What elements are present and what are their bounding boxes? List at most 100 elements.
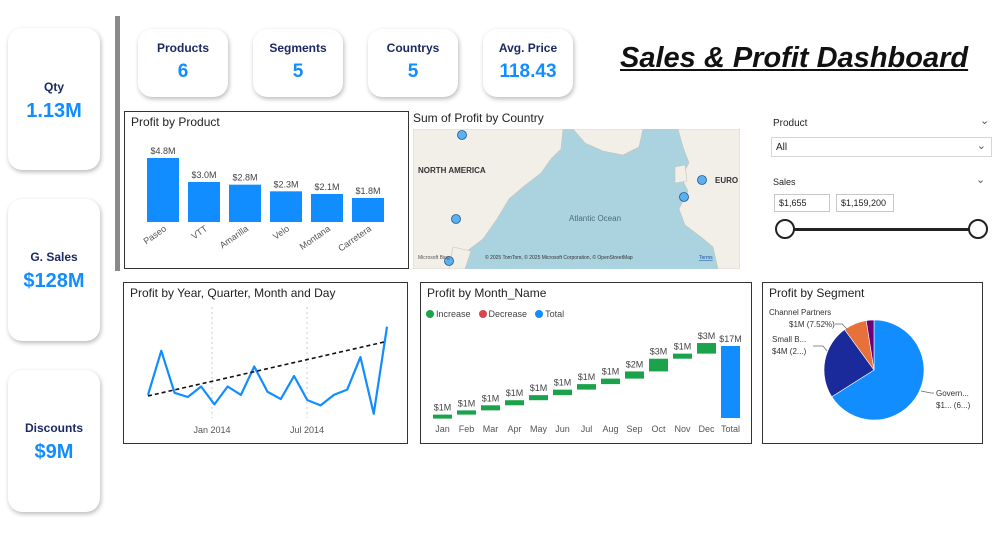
legend-item-decrease[interactable]: Decrease — [478, 309, 528, 319]
segment-label-channel-partners-value: $1M (7.52%) — [789, 320, 835, 329]
map-bubble-mexico[interactable] — [444, 256, 454, 266]
waterfall-bar-label: $1M — [530, 383, 548, 393]
profit-by-segment-panel[interactable]: Profit by Segment Channel Partners $1M (7… — [762, 282, 983, 444]
segment-slice — [823, 329, 875, 398]
segment-label-government-value: $1... (6...) — [936, 401, 971, 410]
product-slicer-dropdown[interactable]: All ⌄ — [771, 137, 992, 157]
legend-item-increase[interactable]: Increase — [426, 309, 471, 319]
profit-by-segment-chart[interactable]: Channel Partners $1M (7.52%) Small B... $4M… — [763, 283, 982, 443]
sales-range-handle-min[interactable] — [775, 219, 795, 239]
gross-sales-label: G. Sales — [30, 250, 78, 264]
product-axis-label: Amarilla — [218, 223, 250, 250]
qty-label: Qty — [43, 80, 64, 94]
products-value: 6 — [177, 61, 189, 82]
segment-label-small-business-value: $4M (2...) — [772, 347, 807, 356]
avg-price-value: 118.43 — [499, 61, 557, 82]
product-slicer-collapse-icon[interactable]: ⌄ — [980, 115, 990, 127]
product-bar — [147, 158, 179, 222]
map-bubble-canada[interactable] — [457, 130, 467, 140]
product-bar-label: $2.8M — [232, 173, 257, 183]
legend-label-total: Total — [545, 309, 565, 319]
x-tick-label: Jan 2014 — [193, 425, 230, 435]
waterfall-axis-label: Sep — [626, 424, 642, 434]
north-america-land — [413, 129, 564, 269]
product-axis-label: Carretera — [336, 223, 373, 253]
product-bar-label: $2.1M — [314, 182, 339, 192]
waterfall-bar-label: $1M — [578, 372, 596, 382]
map-attribution: © 2025 TomTom, © 2025 Microsoft Corporat… — [485, 254, 633, 261]
profit-by-segment-title: Profit by Segment — [769, 286, 865, 300]
sales-max-input[interactable]: $1,159,200 — [836, 194, 894, 212]
waterfall-axis-label: Apr — [507, 424, 521, 434]
products-card: Products 6 — [138, 29, 228, 97]
segment-slice — [865, 319, 875, 371]
profit-by-product-title: Profit by Product — [131, 115, 220, 129]
chevron-down-icon: ⌄ — [976, 140, 986, 152]
waterfall-increase-bar — [505, 400, 524, 406]
waterfall-increase-bar — [649, 358, 668, 372]
profit-by-date-title: Profit by Year, Quarter, Month and Day — [130, 286, 336, 300]
segment-leader-line — [835, 323, 848, 330]
legend-label-decrease: Decrease — [488, 309, 528, 319]
profit-by-product-panel[interactable]: Profit by Product $4.8M Paseo $3.0M VTT $2.8… — [124, 111, 409, 269]
sales-min-input[interactable]: $1,655 — [774, 194, 830, 212]
sales-range-handle-max[interactable] — [968, 219, 988, 239]
avg-price-label: Avg. Price — [498, 41, 558, 55]
product-slicer-value: All — [776, 142, 788, 153]
waterfall-bar-label: $2M — [626, 359, 644, 369]
profit-by-date-chart[interactable]: Jan 2014 Jul 2014 — [124, 283, 407, 443]
map-bubble-germany[interactable] — [697, 175, 707, 185]
products-label: Products — [156, 41, 209, 55]
profit-by-month-chart[interactable]: $1M Jan $1M Feb $1M Mar $1M Apr $1M May $1M Jun $1M J… — [421, 283, 751, 443]
product-bar-label: $3.0M — [191, 170, 216, 180]
product-slicer-label: Product — [773, 118, 808, 129]
waterfall-axis-label: Dec — [698, 424, 715, 434]
product-axis-label: Montana — [298, 223, 332, 251]
map-bubble-france[interactable] — [679, 192, 689, 202]
product-bar — [188, 182, 220, 222]
segments-card: Segments 5 — [253, 29, 343, 97]
sales-slicer-collapse-icon[interactable]: ⌄ — [976, 174, 986, 186]
waterfall-increase-bar — [697, 343, 716, 354]
waterfall-bar-label: $1M — [482, 393, 500, 403]
waterfall-increase-bar — [481, 405, 500, 411]
product-axis-label: Velo — [271, 223, 291, 241]
profit-by-date-panel[interactable]: Profit by Year, Quarter, Month and Day J… — [123, 282, 408, 444]
waterfall-bar-label: $1M — [554, 378, 572, 388]
waterfall-axis-label: Jan — [435, 424, 450, 434]
waterfall-bar-label: $1M — [674, 342, 692, 352]
product-bar-label: $1.8M — [355, 186, 380, 196]
countries-value: 5 — [407, 61, 419, 82]
legend-dot-decrease — [478, 310, 487, 318]
qty-value: 1.13M — [26, 100, 82, 122]
map-bubble-usa-west[interactable] — [451, 214, 461, 224]
greenland-land — [572, 129, 644, 156]
waterfall-bar-label: $1M — [506, 388, 524, 398]
sales-range-track[interactable] — [785, 228, 979, 231]
waterfall-increase-bar — [457, 410, 476, 415]
discounts-value: $9M — [34, 441, 74, 463]
legend-item-total[interactable]: Total — [535, 309, 564, 319]
segment-leader-line — [813, 345, 828, 352]
map-terms-link[interactable]: Terms — [699, 255, 713, 261]
segment-label-channel-partners: Channel Partners — [769, 308, 831, 317]
europe-land — [677, 129, 740, 269]
product-bar — [352, 198, 384, 222]
profit-by-country-map-panel[interactable]: Sum of Profit by Country NORTH AMERICA E… — [413, 111, 740, 269]
map-label-ocean: Atlantic Ocean — [569, 214, 621, 223]
waterfall-increase-bar — [673, 353, 692, 359]
segment-leader-line — [920, 390, 934, 394]
gross-sales-value: $128M — [23, 270, 85, 292]
profit-by-month-title: Profit by Month_Name — [427, 286, 547, 300]
profit-by-product-chart[interactable]: $4.8M Paseo $3.0M VTT $2.8M Amarilla $2.3M Velo… — [125, 112, 408, 268]
waterfall-increase-bar — [577, 384, 596, 390]
segments-label: Segments — [269, 41, 327, 55]
segment-label-small-business: Small B... — [772, 335, 806, 344]
product-bar — [311, 194, 343, 222]
profit-by-month-panel[interactable]: Profit by Month_Name $1M Jan $1M Feb $1M Mar $… — [420, 282, 752, 444]
gross-sales-card: G. Sales $128M — [8, 199, 100, 341]
map-canvas[interactable]: NORTH AMERICA EURO Atlantic Ocean Micros… — [413, 129, 740, 269]
product-bar — [229, 184, 261, 222]
dashboard-title: Sales & Profit Dashboard — [620, 42, 969, 74]
uk-land — [674, 164, 688, 184]
